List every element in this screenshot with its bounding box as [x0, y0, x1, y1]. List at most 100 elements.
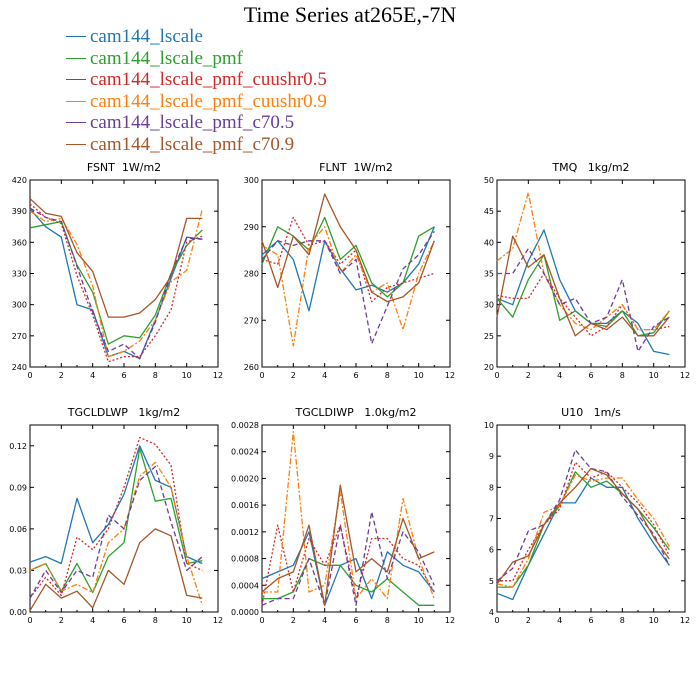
x-tick-label: 8: [620, 371, 625, 380]
y-tick-label: 4: [489, 608, 494, 617]
chart-panel: TGCLDIWP 1.0kg/m2 0 2 4 6 8 10 12 0.0000 0.0004 0.…: [231, 406, 455, 625]
series-line: [261, 216, 435, 298]
y-tick-label: 0.0012: [231, 528, 259, 537]
series-line: [261, 511, 435, 606]
y-tick-label: 360: [12, 238, 27, 247]
series-line: [497, 461, 670, 582]
x-tick-label: 8: [153, 371, 158, 380]
x-tick-label: 12: [213, 616, 223, 625]
x-tick-label: 12: [445, 616, 455, 625]
series-line: [496, 191, 670, 331]
x-tick-label: 4: [322, 616, 327, 625]
series-line: [29, 203, 203, 363]
y-tick-label: 7: [489, 515, 494, 524]
y-tick-label: 25: [484, 332, 494, 341]
series-line: [261, 226, 435, 312]
series-line: [261, 524, 435, 606]
series-line: [29, 447, 203, 594]
series-line: [261, 226, 435, 347]
y-tick-label: 45: [484, 207, 494, 216]
x-tick-label: 10: [414, 371, 424, 380]
y-tick-label: 0.00: [9, 608, 27, 617]
x-tick-label: 0: [494, 616, 499, 625]
series-line: [29, 207, 203, 360]
series-line: [29, 461, 203, 606]
panel-title: TGCLDLWP 1kg/m2: [67, 406, 180, 419]
x-tick-label: 12: [680, 616, 690, 625]
series-line: [496, 474, 670, 588]
y-tick-label: 0.12: [9, 442, 27, 451]
x-tick-label: 0: [494, 371, 499, 380]
x-tick-label: 4: [90, 371, 95, 380]
legend-swatch: [66, 143, 86, 145]
y-tick-label: 390: [12, 207, 27, 216]
y-tick-label: 280: [244, 270, 259, 279]
series-line: [29, 208, 203, 358]
y-tick-label: 240: [12, 363, 27, 372]
x-tick-label: 8: [153, 616, 158, 625]
x-tick-label: 12: [445, 371, 455, 380]
y-tick-label: 10: [484, 421, 494, 430]
legend-label: cam144_lscale: [90, 26, 203, 47]
y-tick-label: 8: [489, 483, 494, 492]
plot-frame: [29, 179, 219, 368]
series-line: [497, 471, 670, 588]
x-tick-label: 2: [59, 616, 64, 625]
x-tick-label: 6: [588, 371, 593, 380]
legend-swatch: [66, 100, 86, 102]
y-tick-label: 5: [489, 577, 494, 586]
y-tick-label: 40: [484, 238, 494, 247]
legend-swatch: [66, 57, 86, 59]
x-tick-label: 4: [557, 616, 562, 625]
series-line: [29, 208, 203, 360]
series-line: [262, 431, 435, 600]
y-tick-label: 0.0028: [231, 421, 259, 430]
x-tick-label: 6: [353, 371, 358, 380]
legend-label: cam144_lscale_pmf_cuushr0.9: [90, 90, 327, 112]
series-line: [261, 484, 435, 606]
x-tick-label: 4: [322, 371, 327, 380]
y-tick-label: 0.0016: [231, 501, 259, 510]
series-line: [261, 193, 435, 303]
x-tick-label: 12: [213, 371, 223, 380]
panel-title: FLNT 1W/m2: [319, 161, 393, 174]
x-tick-label: 2: [291, 371, 296, 380]
y-tick-label: 6: [489, 546, 494, 555]
x-tick-label: 10: [649, 371, 659, 380]
x-tick-label: 0: [259, 371, 264, 380]
legend-swatch: [66, 36, 86, 37]
y-tick-label: 260: [244, 363, 259, 372]
y-tick-label: 330: [12, 270, 27, 279]
x-tick-label: 0: [27, 371, 32, 380]
series-line: [497, 247, 670, 353]
legend-label: cam144_lscale_pmf_cuushr0.5: [90, 69, 327, 90]
x-tick-label: 2: [526, 616, 531, 625]
y-tick-label: 0.09: [9, 483, 27, 492]
series-line: [496, 467, 670, 585]
legend-label: cam144_lscale_pmf_c70.9: [90, 133, 295, 155]
legend-label: cam144_lscale_pmf_c70.5: [90, 112, 295, 133]
series-line: [29, 528, 203, 611]
panel-title: FSNT 1W/m2: [87, 161, 161, 174]
y-tick-label: 0.0024: [231, 448, 259, 457]
plot-frame: [261, 424, 451, 613]
y-tick-label: 50: [484, 176, 494, 185]
series-line: [496, 254, 670, 337]
x-tick-label: 6: [121, 616, 126, 625]
y-tick-label: 290: [244, 223, 259, 232]
series-line: [261, 231, 435, 345]
x-tick-label: 0: [259, 616, 264, 625]
y-tick-label: 0.03: [9, 566, 27, 575]
y-tick-label: 35: [484, 270, 494, 279]
panel-title: U10 1m/s: [561, 406, 621, 419]
y-tick-label: 20: [484, 363, 494, 372]
legend-label: cam144_lscale_pmf: [90, 47, 244, 69]
x-tick-label: 8: [385, 371, 390, 380]
legend-swatch: [66, 122, 86, 123]
series-line: [261, 216, 435, 303]
chart-panel: TGCLDLWP 1kg/m2 0 2 4 6 8 10 12 0.00 0.03 0.06 0.09…: [9, 406, 223, 625]
plot-frame: [496, 424, 686, 613]
chart-panel: FSNT 1W/m2 0 2 4 6 8 10 12 240 270 300 330 360 390 420: [12, 161, 223, 380]
series-line: [496, 449, 670, 582]
